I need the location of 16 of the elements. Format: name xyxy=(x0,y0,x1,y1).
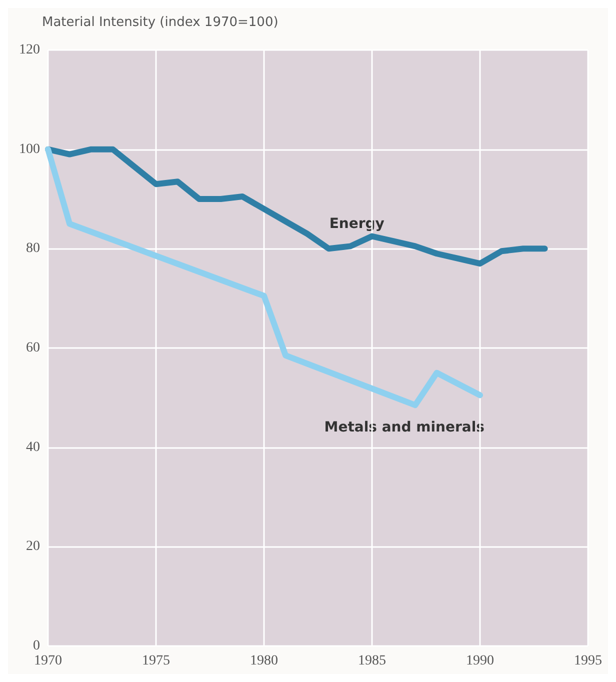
x-tick-label: 1975 xyxy=(142,654,170,668)
y-tick-label: 0 xyxy=(33,638,40,654)
y-tick-label: 40 xyxy=(26,440,40,455)
y-tick-label: 100 xyxy=(19,142,40,157)
x-tick-label: 1995 xyxy=(574,654,602,668)
y-tick-label: 20 xyxy=(26,539,40,554)
x-tick-label: 1990 xyxy=(466,654,494,668)
series-label: Energy xyxy=(329,216,384,232)
x-tick-label: 1985 xyxy=(358,654,386,668)
y-tick-label: 80 xyxy=(26,241,40,256)
series-label: Metals and minerals xyxy=(324,419,485,436)
y-tick-label: 120 xyxy=(19,42,40,58)
x-tick-label: 1980 xyxy=(250,654,278,668)
x-tick-label: 1970 xyxy=(34,654,62,668)
y-axis-title: Material Intensity (index 1970=100) xyxy=(42,15,278,30)
y-tick-label: 60 xyxy=(26,340,40,356)
